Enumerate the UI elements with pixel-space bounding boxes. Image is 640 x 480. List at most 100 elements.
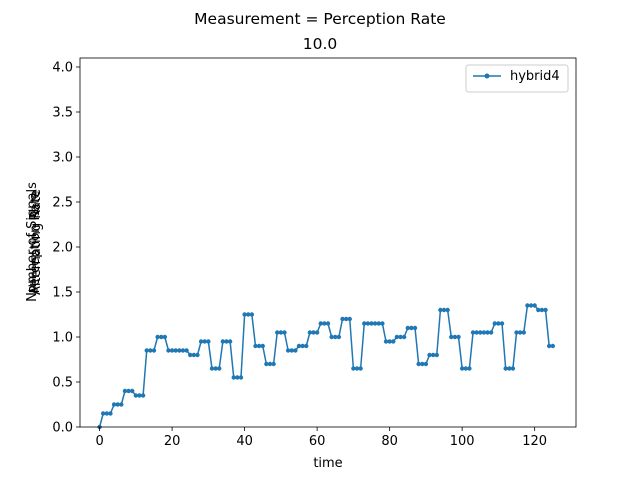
data-point [260, 343, 265, 349]
data-point [188, 352, 193, 358]
x-tick-label: 0 [95, 434, 103, 449]
x-tick-label: 60 [309, 434, 326, 449]
data-point [144, 348, 149, 353]
data-point [420, 361, 425, 367]
data-point [275, 330, 280, 335]
data-point [391, 339, 396, 344]
legend: hybrid4 [465, 64, 569, 93]
data-point [289, 348, 294, 353]
data-point [126, 388, 131, 394]
data-point [467, 366, 472, 371]
data-point [217, 366, 222, 371]
x-tick-label: 120 [522, 434, 547, 449]
data-point [539, 307, 545, 313]
data-point [525, 303, 530, 308]
data-point [550, 343, 555, 349]
data-point [296, 343, 302, 349]
data-point [130, 388, 135, 394]
x-axis-label: time [313, 456, 342, 471]
legend-label: hybrid4 [510, 69, 560, 84]
data-point [478, 330, 483, 335]
data-point [528, 303, 534, 308]
data-point [101, 411, 106, 416]
data-point [409, 325, 414, 331]
data-point [333, 334, 338, 340]
data-point [224, 339, 229, 344]
data-point [264, 361, 269, 367]
legend-marker [484, 73, 490, 79]
data-point [387, 339, 392, 344]
series-layer [97, 303, 555, 430]
data-point [394, 334, 400, 340]
data-point [347, 316, 352, 322]
data-point [336, 334, 342, 340]
data-point [322, 321, 327, 326]
data-point [380, 321, 385, 326]
data-point [253, 343, 258, 349]
data-point [282, 330, 287, 335]
data-point [206, 339, 211, 344]
data-point [271, 361, 276, 367]
y-axis-label-group: Number of Signals Perception Rate Altern… [25, 182, 44, 302]
data-point [140, 393, 146, 398]
data-point [300, 343, 305, 349]
data-point [423, 361, 429, 367]
data-point [311, 330, 316, 335]
data-point [438, 307, 443, 313]
data-point [532, 303, 537, 308]
chart-title: Measurement = Perception Rate [194, 10, 446, 28]
data-point [463, 366, 468, 371]
data-point [459, 366, 465, 371]
data-point [481, 330, 487, 335]
y-tick-label: 1.5 [52, 286, 73, 301]
data-point [445, 307, 450, 313]
data-point [238, 375, 244, 380]
data-point [372, 321, 378, 326]
data-point [213, 366, 218, 371]
data-point [362, 321, 367, 326]
data-point [231, 375, 236, 380]
data-point [543, 307, 548, 313]
data-point [122, 388, 128, 394]
data-point [177, 348, 182, 353]
data-point [430, 352, 436, 358]
data-point [398, 334, 403, 340]
data-point [119, 402, 124, 407]
data-point [354, 366, 360, 371]
data-point [104, 411, 110, 416]
data-point [488, 330, 494, 335]
data-point [133, 393, 139, 398]
x-tick-label: 40 [236, 434, 253, 449]
data-point [441, 307, 447, 313]
data-point [151, 348, 157, 353]
data-point [546, 343, 552, 349]
legend-box [465, 64, 569, 93]
data-point [304, 343, 309, 349]
data-point [256, 343, 262, 349]
y-axis-ticks: 0.0 0.5 1.0 1.5 2.0 2.5 3.0 3.5 4.0 [52, 61, 80, 436]
data-point [401, 334, 407, 340]
data-point [452, 334, 458, 340]
data-point [169, 348, 175, 353]
data-point [351, 366, 356, 371]
data-point [195, 352, 200, 358]
data-point [325, 321, 331, 326]
data-point [184, 348, 189, 353]
data-point [209, 366, 215, 371]
data-point [343, 316, 349, 322]
data-point [137, 393, 142, 398]
y-tick-label: 3.0 [52, 151, 73, 166]
data-point [307, 330, 313, 335]
data-point [365, 321, 371, 326]
plot-frame [79, 57, 577, 428]
data-point [159, 334, 164, 340]
data-point [416, 361, 421, 367]
plot-area [80, 58, 576, 427]
data-point [474, 330, 479, 335]
data-point [412, 325, 418, 331]
data-point [376, 321, 381, 326]
y-tick-label: 4.0 [52, 61, 73, 76]
data-point [148, 348, 153, 353]
data-point [470, 330, 476, 335]
